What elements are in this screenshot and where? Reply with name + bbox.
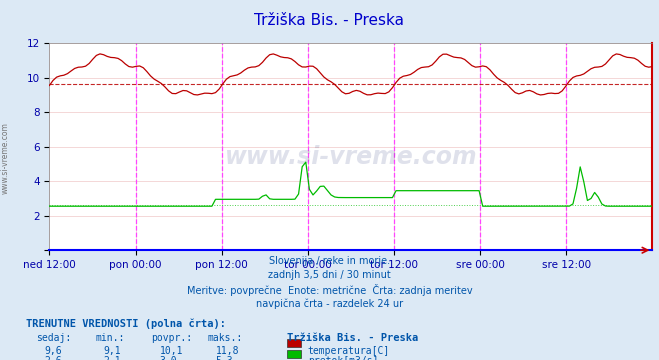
Text: povpr.:: povpr.: xyxy=(152,333,192,343)
Text: temperatura[C]: temperatura[C] xyxy=(308,346,390,356)
Text: navpična črta - razdelek 24 ur: navpična črta - razdelek 24 ur xyxy=(256,299,403,309)
Text: 3,0: 3,0 xyxy=(159,356,177,360)
Text: pretok[m3/s]: pretok[m3/s] xyxy=(308,356,378,360)
Text: Slovenija / reke in morje.: Slovenija / reke in morje. xyxy=(269,256,390,266)
Text: Tržiška Bis. - Preska: Tržiška Bis. - Preska xyxy=(287,333,418,343)
Text: 9,1: 9,1 xyxy=(103,346,121,356)
Text: 5,3: 5,3 xyxy=(215,356,233,360)
Text: www.si-vreme.com: www.si-vreme.com xyxy=(225,145,477,169)
Text: sedaj:: sedaj: xyxy=(36,333,71,343)
Text: 11,8: 11,8 xyxy=(215,346,239,356)
Text: Tržiška Bis. - Preska: Tržiška Bis. - Preska xyxy=(254,13,405,28)
Text: zadnjh 3,5 dni / 30 minut: zadnjh 3,5 dni / 30 minut xyxy=(268,270,391,280)
Text: min.:: min.: xyxy=(96,333,125,343)
Text: www.si-vreme.com: www.si-vreme.com xyxy=(1,122,10,194)
Text: 2,1: 2,1 xyxy=(103,356,121,360)
Text: 10,1: 10,1 xyxy=(159,346,183,356)
Text: 2,6: 2,6 xyxy=(44,356,62,360)
Text: 9,6: 9,6 xyxy=(44,346,62,356)
Text: maks.:: maks.: xyxy=(208,333,243,343)
Text: Meritve: povprečne  Enote: metrične  Črta: zadnja meritev: Meritve: povprečne Enote: metrične Črta:… xyxy=(186,284,473,296)
Text: TRENUTNE VREDNOSTI (polna črta):: TRENUTNE VREDNOSTI (polna črta): xyxy=(26,319,226,329)
